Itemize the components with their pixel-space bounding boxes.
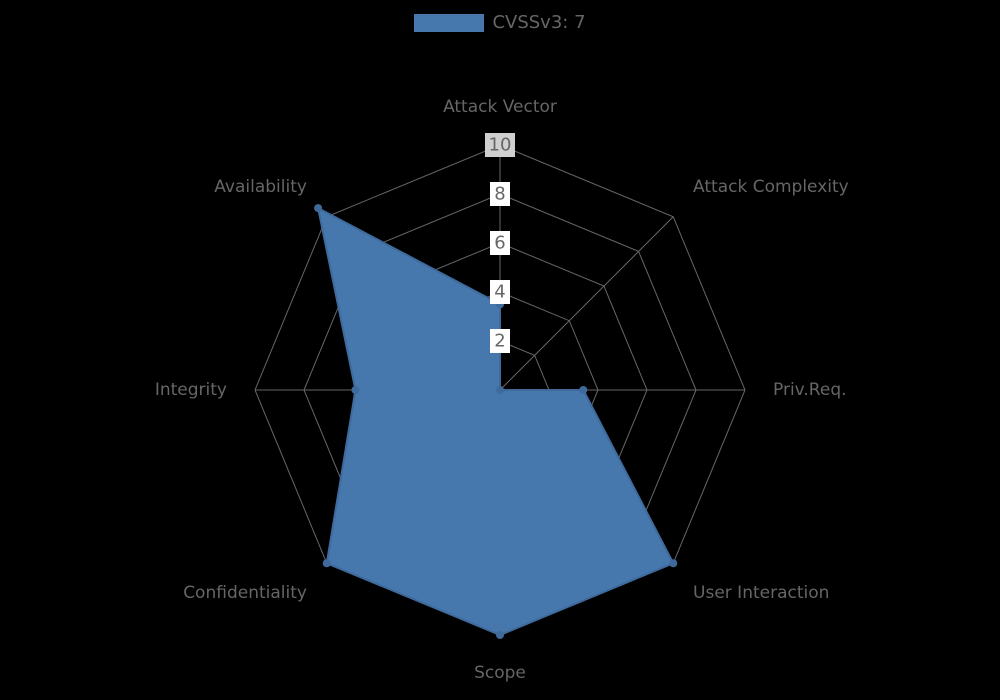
tick-label: 6 <box>494 233 505 254</box>
series-point <box>669 559 677 567</box>
axis-label: Attack Vector <box>443 97 557 117</box>
tick-label: 10 <box>489 135 512 156</box>
axis-label: Scope <box>474 663 526 683</box>
axis-label: Availability <box>214 177 307 197</box>
series-point <box>323 559 331 567</box>
axis-label: Confidentiality <box>183 583 307 603</box>
axis-label: Attack Complexity <box>693 177 849 197</box>
series-point <box>314 204 322 212</box>
axis-label: Priv.Req. <box>773 380 847 400</box>
grid-spoke <box>500 217 673 390</box>
axis-label: Integrity <box>155 380 227 400</box>
legend-label: CVSSv3: 7 <box>492 12 585 33</box>
series-group <box>314 204 677 639</box>
tick-label: 2 <box>494 331 505 352</box>
tick-label: 4 <box>494 282 505 303</box>
series-polygon <box>318 208 673 635</box>
legend-item: CVSSv3: 7 <box>414 12 585 33</box>
series-point <box>579 386 587 394</box>
radar-chart-container: CVSSv3: 7 2 4 6 8 10 Attack Vector Attack Comp… <box>0 0 1000 700</box>
radar-chart-svg: 2 4 6 8 10 Attack Vector Attack Complexity Priv… <box>0 0 1000 700</box>
tick-label: 8 <box>494 184 505 205</box>
series-point <box>496 631 504 639</box>
series-point <box>351 386 359 394</box>
chart-legend: CVSSv3: 7 <box>0 12 1000 36</box>
series-point <box>496 386 504 394</box>
axis-label: User Interaction <box>693 583 829 603</box>
legend-swatch <box>414 14 484 32</box>
